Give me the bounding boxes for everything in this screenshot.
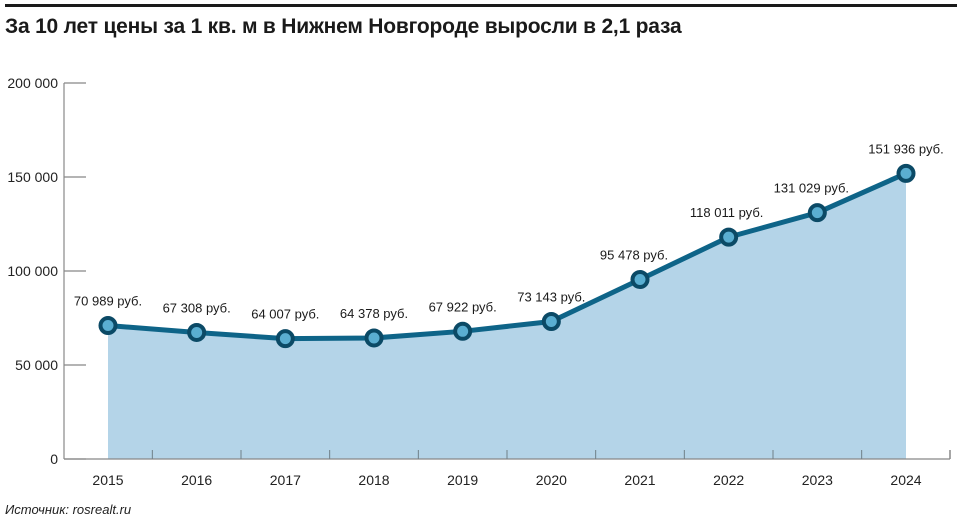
data-labels: 70 989 руб. 67 308 руб. 64 007 руб. 64 378 …: [74, 141, 944, 321]
data-label: 67 308 руб.: [163, 300, 231, 315]
data-label: 118 011 руб.: [690, 205, 763, 220]
price-line: [107, 171, 908, 342]
area-fill-path: [108, 173, 906, 459]
data-label: 64 007 руб.: [251, 307, 319, 322]
data-markers: [98, 163, 916, 349]
x-tick-label: 2015: [92, 472, 123, 488]
x-tick-label: 2024: [890, 472, 921, 488]
data-label: 73 143 руб.: [517, 289, 585, 304]
data-label: 95 478 руб.: [600, 248, 668, 263]
data-label: 67 922 руб.: [429, 299, 497, 314]
title-rule: [5, 4, 957, 7]
x-tick-label: 2018: [358, 472, 389, 488]
area-fill: [108, 173, 906, 459]
data-point-marker: [807, 203, 827, 223]
x-tick-label: 2019: [447, 472, 478, 488]
y-tick-label: 100 000: [7, 263, 58, 279]
data-label: 151 936 руб.: [868, 141, 943, 156]
data-point-marker: [896, 163, 916, 183]
data-point-marker: [187, 322, 207, 342]
source-note: Источник: rosrealt.ru: [5, 502, 132, 517]
data-point-marker: [719, 227, 739, 247]
data-point-marker: [630, 270, 650, 290]
y-tick-label: 0: [50, 451, 58, 467]
price-polyline: [107, 171, 908, 342]
data-label: 70 989 руб.: [74, 294, 142, 309]
data-point-marker: [541, 311, 561, 331]
data-point-marker: [98, 316, 118, 336]
data-point-marker: [453, 321, 473, 341]
axes: 0 50 000 100 000 150 000 200 000 2015 2016 2017…: [7, 75, 951, 488]
x-tick-label: 2017: [270, 472, 301, 488]
x-tick-label: 2020: [536, 472, 567, 488]
chart-title: За 10 лет цены за 1 кв. м в Нижнем Новго…: [5, 15, 682, 38]
data-point-marker: [275, 329, 295, 349]
x-tick-label: 2023: [802, 472, 833, 488]
y-tick-label: 150 000: [7, 169, 58, 185]
x-tick-label: 2016: [181, 472, 212, 488]
data-label: 131 029 руб.: [774, 181, 849, 196]
y-tick-label: 50 000: [15, 357, 58, 373]
data-label: 64 378 руб.: [340, 306, 408, 321]
x-tick-label: 2021: [624, 472, 655, 488]
y-tick-label: 200 000: [7, 75, 58, 91]
data-point-marker: [364, 328, 384, 348]
x-tick-label: 2022: [713, 472, 744, 488]
